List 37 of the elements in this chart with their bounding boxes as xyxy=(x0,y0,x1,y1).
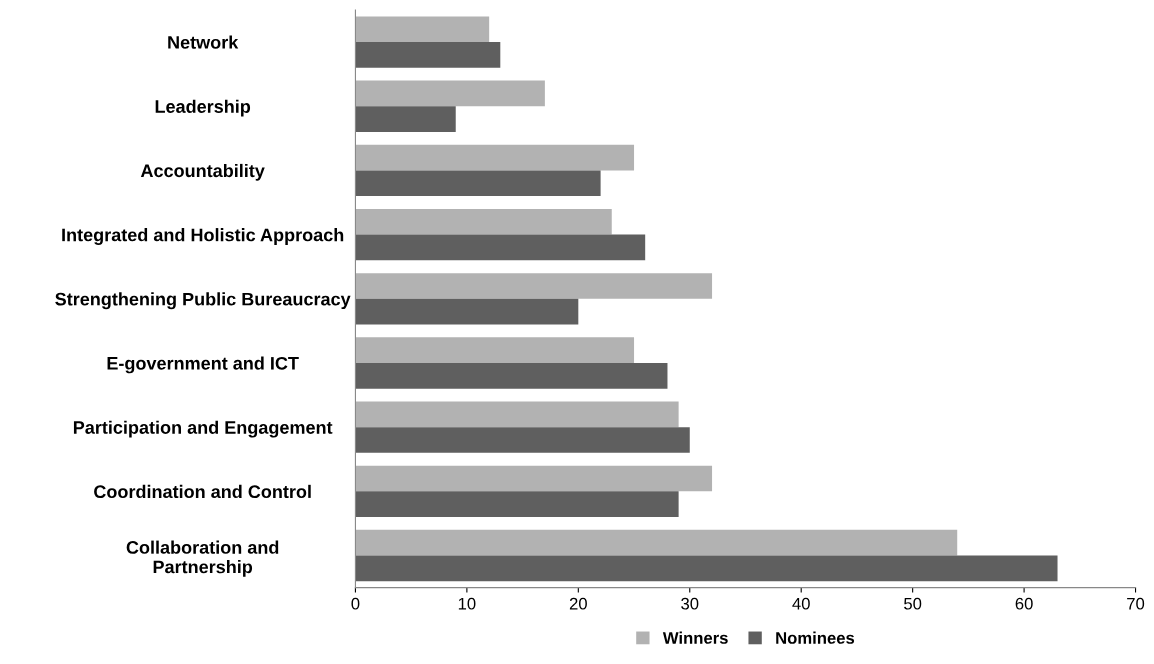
x-tick-label: 10 xyxy=(458,597,476,610)
legend-label: Winners xyxy=(662,631,728,644)
y-tick-label: Collaboration and Partnership xyxy=(126,540,279,577)
bar xyxy=(355,234,646,261)
bar xyxy=(355,16,490,43)
y-tick-label: Integrated and Holistic Approach xyxy=(62,228,344,245)
x-tick-label: 30 xyxy=(681,597,699,610)
bar xyxy=(355,106,456,132)
legend-label: Nominees xyxy=(776,631,855,644)
y-tick-label: E-government and ICT xyxy=(107,356,299,374)
bar xyxy=(355,144,635,171)
bar xyxy=(355,401,679,428)
y-tick-label: Strengthening Public Bureaucracy xyxy=(55,292,351,310)
y-tick-label: Participation and Engagement xyxy=(73,420,333,438)
bar xyxy=(355,170,601,197)
bar xyxy=(355,362,668,389)
x-tick-label: 60 xyxy=(1015,597,1033,610)
y-tick-label: Accountability xyxy=(140,163,265,181)
x-tick-label: 0 xyxy=(351,597,360,610)
bar xyxy=(355,491,679,518)
bar xyxy=(355,337,635,363)
x-tick-label: 70 xyxy=(1127,597,1145,610)
bar xyxy=(355,208,612,235)
x-tick-label: 50 xyxy=(904,597,922,610)
y-tick-label: Leadership xyxy=(155,99,251,117)
y-tick-label: Network xyxy=(168,35,239,49)
x-tick-label: 40 xyxy=(792,597,810,610)
x-tick-label: 20 xyxy=(569,597,587,610)
bar xyxy=(355,42,501,68)
bar xyxy=(355,427,690,453)
bar xyxy=(355,465,713,492)
bar xyxy=(355,80,545,107)
y-tick-label: Coordination and Control xyxy=(94,484,311,499)
bar xyxy=(355,273,713,299)
bar xyxy=(355,298,579,325)
bar xyxy=(355,529,958,556)
bar xyxy=(355,555,1058,582)
